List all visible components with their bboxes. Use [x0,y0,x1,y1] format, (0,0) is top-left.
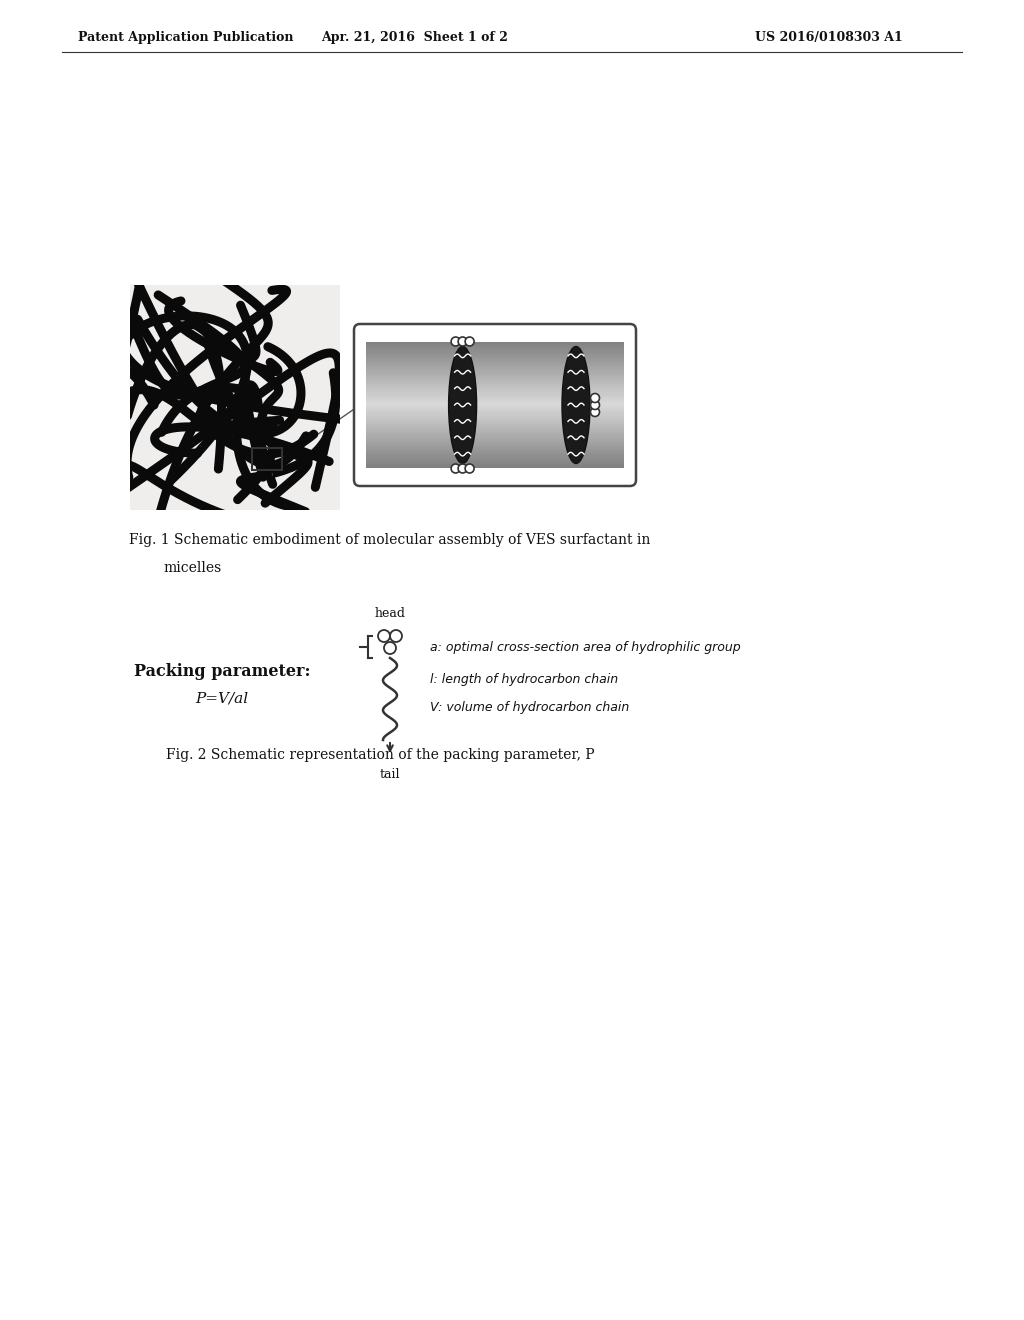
Bar [366,378,624,380]
Bar [366,466,624,469]
Bar [366,446,624,449]
Bar [366,421,624,424]
Text: head: head [375,607,406,620]
Text: US 2016/0108303 A1: US 2016/0108303 A1 [755,30,903,44]
Text: V: volume of hydrocarbon chain: V: volume of hydrocarbon chain [430,701,630,714]
Bar [366,453,624,455]
Bar [366,440,624,442]
Circle shape [458,465,467,473]
Bar [366,368,624,371]
Bar [366,392,624,395]
Circle shape [452,465,460,473]
Bar [366,404,624,407]
Circle shape [591,393,599,403]
Text: a: optimal cross-section area of hydrophilic group: a: optimal cross-section area of hydroph… [430,642,740,655]
Text: P=V/al: P=V/al [196,690,249,705]
Bar [366,400,624,403]
Bar [366,393,624,396]
Bar [366,354,624,356]
Bar [366,350,624,352]
Circle shape [465,465,474,473]
Text: micelles: micelles [163,561,221,576]
Bar [366,347,624,350]
Bar [366,343,624,346]
Bar [366,413,624,416]
Bar [366,449,624,451]
Bar [366,414,624,417]
Bar [366,417,624,420]
Bar [366,425,624,428]
Bar [366,455,624,458]
Bar [366,461,624,463]
Bar [366,375,624,378]
Bar [366,367,624,370]
Bar [366,438,624,441]
Bar [366,379,624,381]
Bar [366,346,624,348]
Bar [366,389,624,392]
Ellipse shape [449,346,476,463]
Circle shape [458,337,467,346]
Bar [366,371,624,374]
Circle shape [591,400,599,409]
Text: Apr. 21, 2016  Sheet 1 of 2: Apr. 21, 2016 Sheet 1 of 2 [322,30,509,44]
Text: Fig. 1 Schematic embodiment of molecular assembly of VES surfactant in: Fig. 1 Schematic embodiment of molecular… [129,533,650,546]
Text: l: length of hydrocarbon chain: l: length of hydrocarbon chain [430,673,618,686]
Bar [366,434,624,437]
Circle shape [465,337,474,346]
Circle shape [452,337,460,346]
Bar [366,411,624,413]
Circle shape [591,408,599,417]
Bar [366,399,624,401]
Bar [366,364,624,367]
Text: ': ' [270,473,273,483]
Bar [366,381,624,384]
Bar [366,342,624,345]
Bar [366,457,624,459]
Bar [366,450,624,453]
FancyBboxPatch shape [130,285,340,510]
Bar [366,459,624,462]
Bar [366,463,624,466]
Bar [366,424,624,426]
Bar [366,428,624,430]
FancyBboxPatch shape [354,323,636,486]
Bar [366,356,624,359]
Bar [366,363,624,366]
Bar [366,442,624,445]
Bar [366,436,624,438]
Bar [366,388,624,391]
Bar [366,420,624,422]
Bar [366,409,624,412]
Bar [366,430,624,433]
Bar [366,384,624,385]
Bar [366,445,624,447]
Bar [366,407,624,409]
Bar [366,432,624,434]
Bar [366,403,624,405]
Text: tail: tail [380,768,400,781]
Ellipse shape [562,346,590,463]
Bar [366,358,624,360]
Bar [366,385,624,388]
Bar [366,374,624,376]
Text: Fig. 2 Schematic representation of the packing parameter, P: Fig. 2 Schematic representation of the p… [166,748,594,762]
Bar [366,396,624,399]
Bar [366,352,624,355]
Bar [366,360,624,363]
Text: Packing parameter:: Packing parameter: [134,664,310,681]
Text: Patent Application Publication: Patent Application Publication [78,30,294,44]
